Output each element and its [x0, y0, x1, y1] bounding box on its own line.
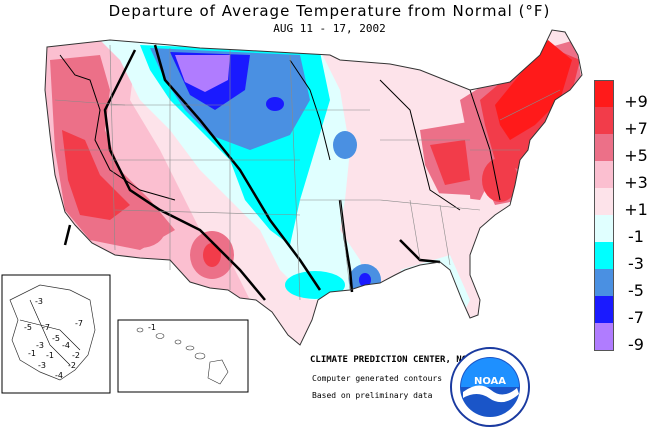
anomaly-contours [45, 40, 582, 320]
alaska-label: -7 [75, 319, 83, 328]
legend-label: -9 [628, 335, 644, 354]
legend-label: +7 [624, 119, 648, 138]
legend-swatch [594, 107, 614, 134]
legend-swatch [594, 134, 614, 161]
credit-contours: Computer generated contours [312, 374, 443, 383]
legend-item: -7 [594, 296, 656, 327]
legend-item: -5 [594, 269, 656, 300]
alaska-label: -5 [52, 334, 60, 343]
legend-item: +9 [594, 80, 656, 111]
legend-swatch [594, 269, 614, 296]
legend-item: -1 [594, 215, 656, 246]
legend-label: -5 [628, 281, 644, 300]
legend-swatch [594, 242, 614, 269]
alaska-label: -2 [68, 361, 76, 370]
logo-text: NOAA [474, 376, 506, 387]
legend-label: +5 [624, 146, 648, 165]
alaska-label: -3 [36, 341, 44, 350]
legend-label: +3 [624, 173, 648, 192]
noaa-logo-icon: NOAA [450, 347, 530, 427]
hawaii-inset: -1 [117, 319, 249, 393]
alaska-label: -1 [28, 349, 36, 358]
legend-label: -7 [628, 308, 644, 327]
credit-center: CLIMATE PREDICTION CENTER, NOAA [310, 355, 478, 365]
legend-swatch [594, 80, 614, 108]
alaska-label: -4 [62, 341, 70, 350]
conus-outline [44, 29, 583, 346]
legend-swatch [594, 161, 614, 188]
legend-swatch [594, 215, 614, 242]
legend-swatch [594, 188, 614, 215]
credit-basis: Based on preliminary data [312, 391, 433, 400]
legend-item: +7 [594, 107, 656, 138]
alaska-label: -2 [72, 351, 80, 360]
alaska-label: -4 [55, 371, 63, 380]
alaska-label: -3 [38, 361, 46, 370]
legend-item: -3 [594, 242, 656, 273]
legend-swatch [594, 296, 614, 323]
legend-item: +1 [594, 188, 656, 219]
date-range: AUG 11 - 17, 2002 [273, 22, 386, 35]
hawaii-label: -1 [148, 323, 156, 332]
thin-contours [59, 54, 501, 211]
alaska-label: -3 [35, 297, 43, 306]
legend-swatch [594, 323, 614, 351]
state-boundaries [54, 44, 561, 301]
legend-item: -9 [594, 323, 656, 354]
alaska-label: -7 [42, 323, 50, 332]
color-legend: +9 +7 +5 +3 +1 -1 -3 -5 -7 -9 [594, 80, 656, 354]
map-title: Departure of Average Temperature from No… [108, 2, 551, 20]
legend-label: +9 [624, 92, 648, 111]
legend-label: +1 [624, 200, 648, 219]
legend-item: +3 [594, 161, 656, 192]
alaska-inset: -3 -5 -7 -5 -4 -3 -2 -1 -1 -2 -3 -4 -7 [1, 274, 111, 394]
legend-label: -1 [628, 227, 644, 246]
legend-label: -3 [628, 254, 644, 273]
alaska-label: -5 [24, 323, 32, 332]
alaska-label: -1 [46, 351, 54, 360]
legend-item: +5 [594, 134, 656, 165]
